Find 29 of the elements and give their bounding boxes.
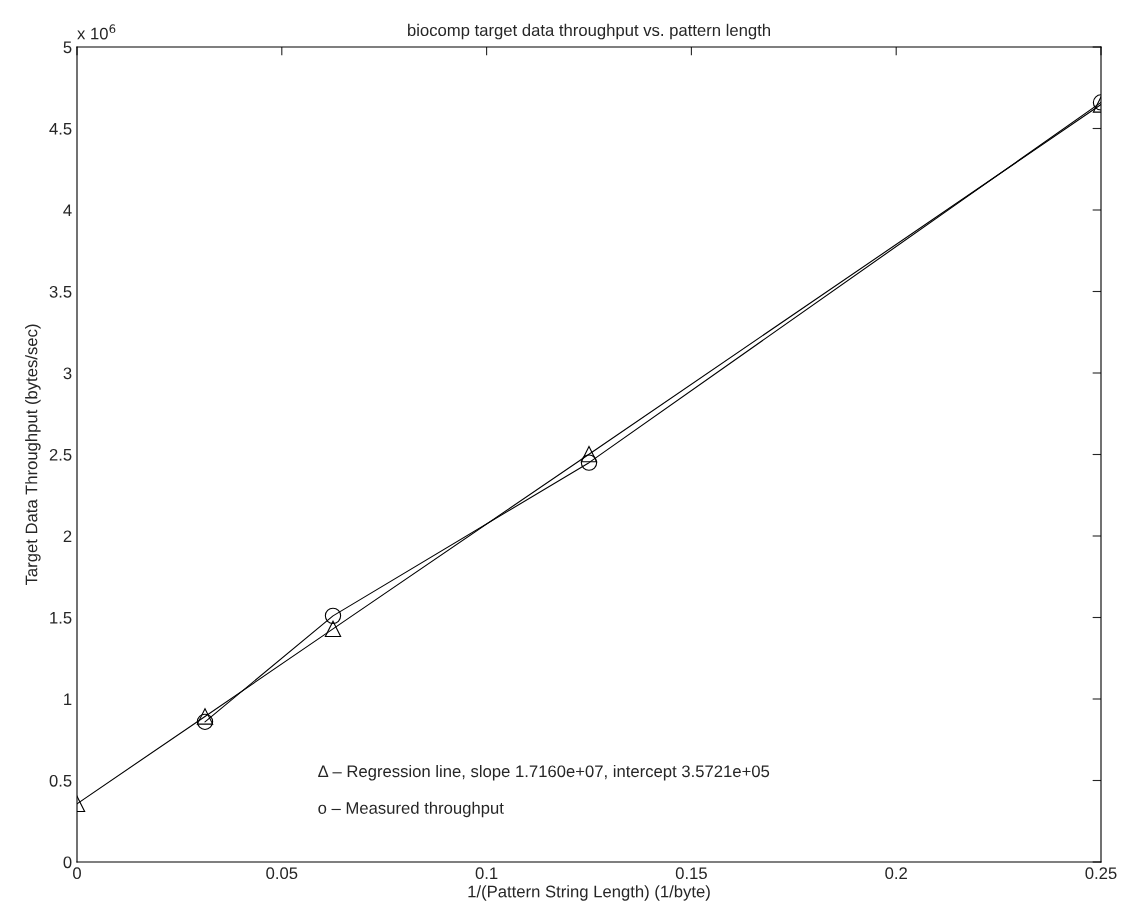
point [580,445,598,463]
x-tick-label: 0 [73,867,81,880]
point [324,607,342,625]
annotation: Δ – Regression line, slope 1.7160e+07, intercept 3.5721e+05 [318,764,770,781]
y-tick-label: 0 [63,856,72,869]
x-tick-label: 0.05 [266,867,298,880]
point [196,713,214,731]
y-axis-title: Target Data Throughput (bytes/sec) [25,324,41,586]
y-tick-label: 0.5 [49,774,72,787]
chart-title: biocomp target data throughput vs. pattern length [408,23,770,40]
y-tick-label: 4.5 [49,123,72,135]
y-tick-label: 1 [64,693,72,706]
x-tick-label: 0.15 [675,867,707,880]
point [580,454,598,471]
x-tick-label: 0.2 [885,867,907,880]
x-tick-label: 0.1 [475,867,498,880]
y-tick-label: 2 [63,530,72,543]
y-tick-label: 5 [63,41,72,54]
x-axis-title: 1/(Pattern String Length) (1/byte) [468,885,710,901]
y-tick-label: 4 [63,204,72,217]
y-tick-label: 1.5 [50,612,72,624]
point [196,708,214,725]
y-tick-label: 3 [63,367,72,380]
annotation: o – Measured throughput [318,801,504,818]
point [324,620,342,638]
y-tick-label: 3.5 [49,285,72,298]
y-tick-label: 2.5 [49,448,72,461]
x-tick-label: 0.25 [1085,867,1117,880]
text: x 10$^{6}$ [77,24,116,40]
